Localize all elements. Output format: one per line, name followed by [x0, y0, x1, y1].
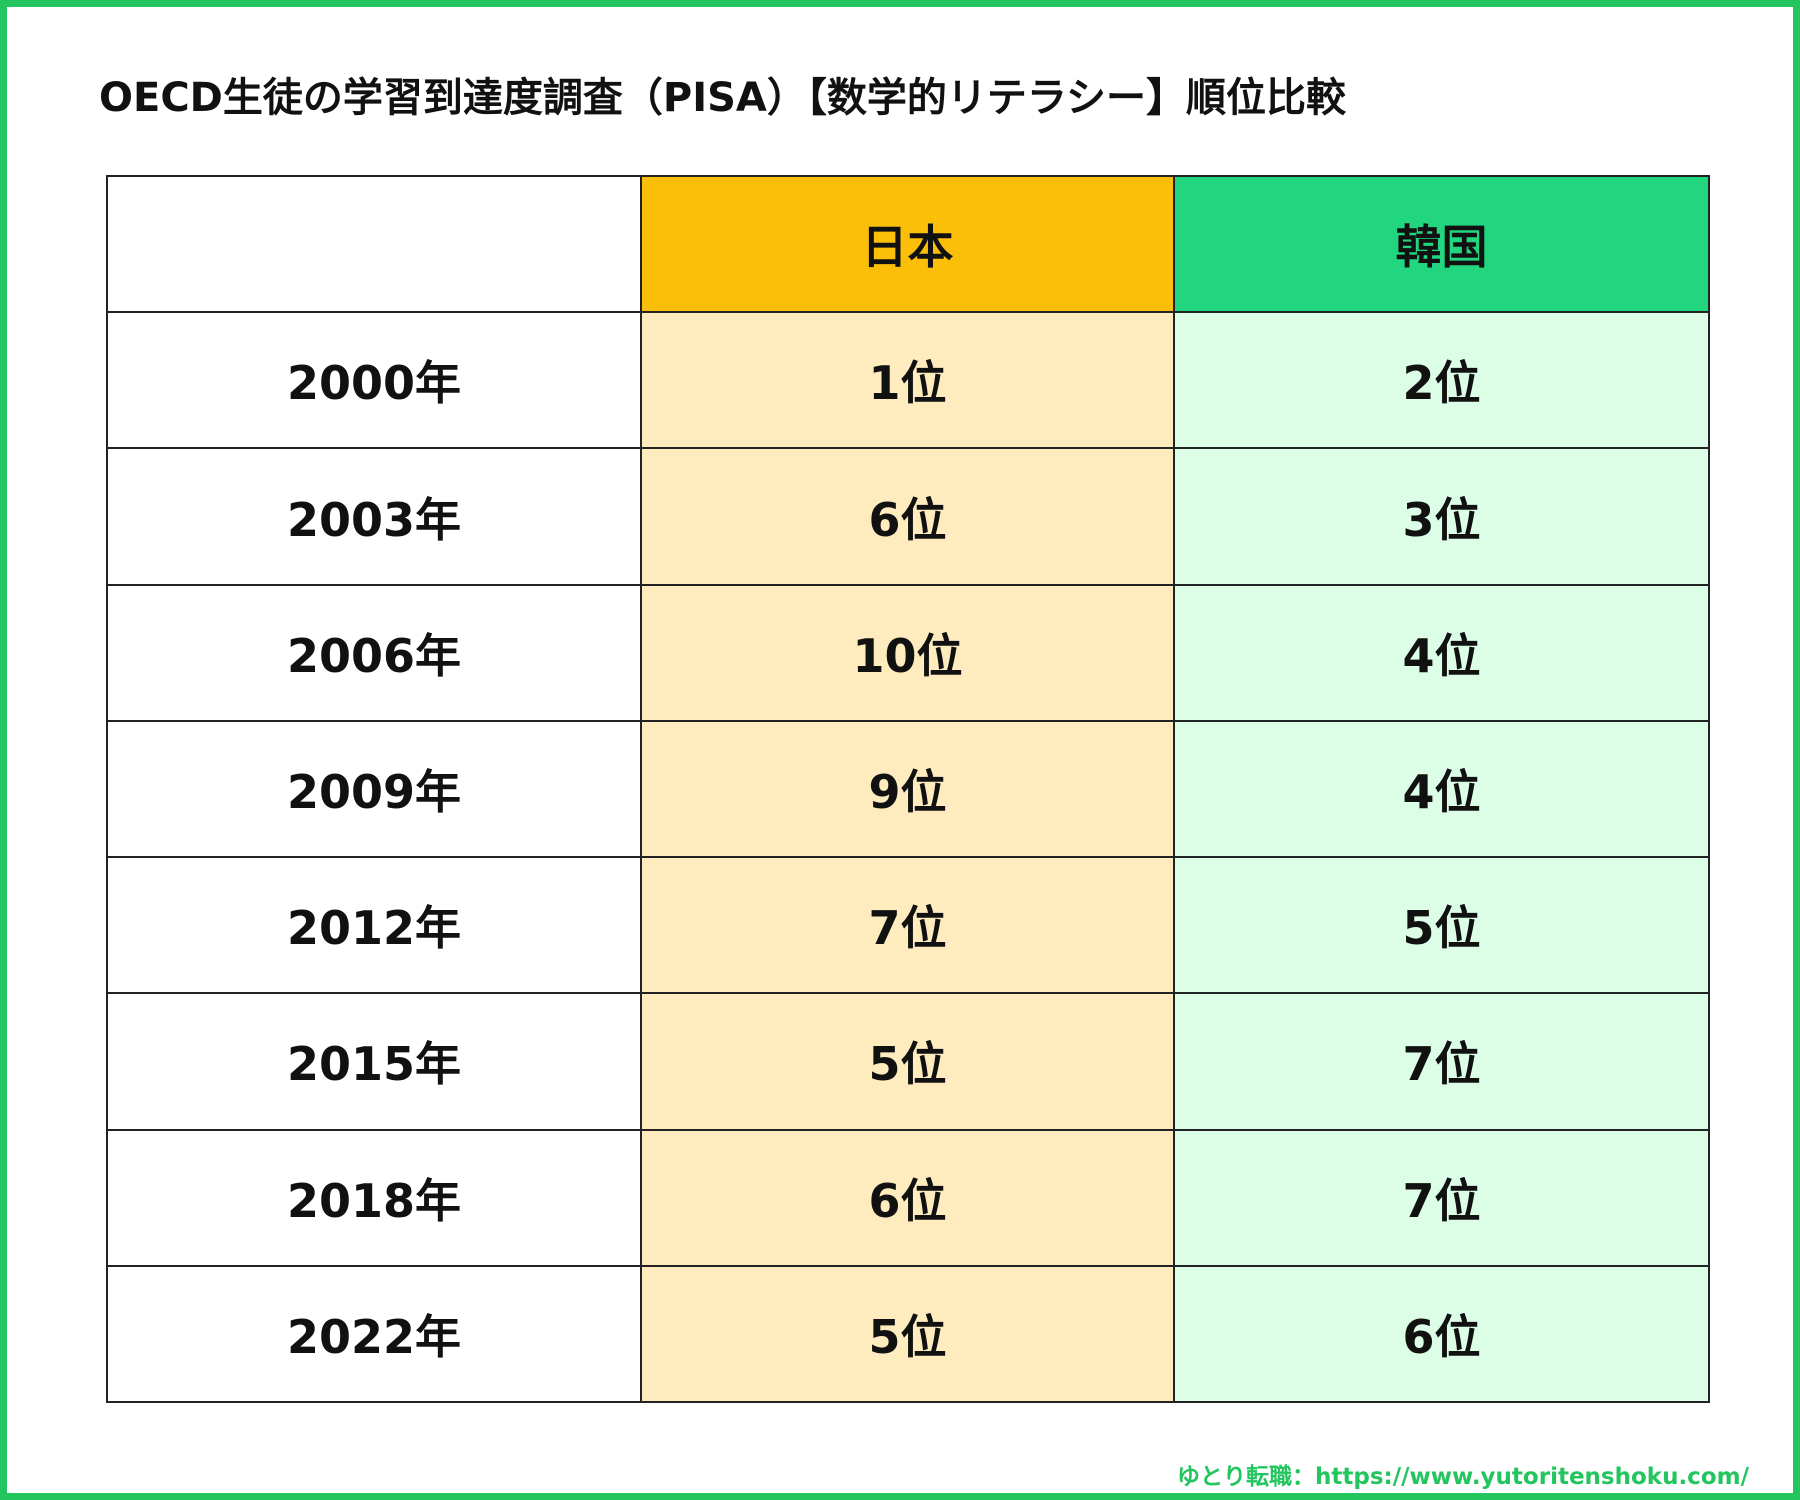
header-row: 日本 韓国: [106, 174, 1710, 314]
footer-credit: ゆとり転職：https://www.yutoritenshoku.com/: [1177, 1464, 1749, 1490]
table-row: 2003年 6位 3位: [106, 447, 1710, 586]
korea-rank-cell: 7位: [1173, 992, 1710, 1131]
japan-rank-cell: 10位: [640, 583, 1175, 722]
header-cell: 韓国: [1173, 174, 1710, 314]
year-cell: 2022年: [106, 1264, 642, 1404]
japan-rank-cell: 7位: [640, 856, 1175, 995]
korea-rank-cell: 6位: [1173, 1264, 1710, 1404]
korea-rank-cell: 7位: [1173, 1128, 1710, 1267]
year-cell: 2012年: [106, 856, 642, 995]
table-row: 2000年 1位 2位: [106, 311, 1710, 450]
korea-rank-cell: 4位: [1173, 583, 1710, 722]
japan-rank-cell: 6位: [640, 447, 1175, 586]
table-row: 2015年 5位 7位: [106, 992, 1710, 1131]
table-body: 日本 韓国 2000年 1位 2位 2003年 6位 3位 2006年 10位 4位 2009年 9…: [106, 174, 1710, 1404]
japan-rank-cell: 9位: [640, 719, 1175, 859]
empty-header-cell: [106, 174, 642, 314]
japan-rank-cell: 1位: [640, 311, 1175, 450]
table-row: 2006年 10位 4位: [106, 583, 1710, 722]
header-cell: 日本: [640, 174, 1175, 314]
table-row: 2009年 9位 4位: [106, 719, 1710, 859]
korea-rank-cell: 4位: [1173, 719, 1710, 859]
year-cell: 2015年: [106, 992, 642, 1131]
year-cell: 2006年: [106, 583, 642, 722]
table-row: 2012年 7位 5位: [106, 856, 1710, 995]
korea-rank-cell: 3位: [1173, 447, 1710, 586]
title: OECD生徒の学習到達度調査（PISA）【数学的リテラシー】順位比較: [99, 75, 1347, 121]
korea-rank-cell: 2位: [1173, 311, 1710, 450]
ranking-table: 日本 韓国 2000年 1位 2位 2003年 6位 3位 2006年 10位 4位 2009年 9…: [106, 174, 1710, 1404]
year-cell: 2009年: [106, 719, 642, 859]
japan-rank-cell: 6位: [640, 1128, 1175, 1267]
table-row: 2018年 6位 7位: [106, 1128, 1710, 1267]
table-row: 2022年 5位 6位: [106, 1264, 1710, 1404]
year-cell: 2018年: [106, 1128, 642, 1267]
japan-rank-cell: 5位: [640, 1264, 1175, 1404]
japan-rank-cell: 5位: [640, 992, 1175, 1131]
korea-rank-cell: 5位: [1173, 856, 1710, 995]
year-cell: 2000年: [106, 311, 642, 450]
year-cell: 2003年: [106, 447, 642, 586]
